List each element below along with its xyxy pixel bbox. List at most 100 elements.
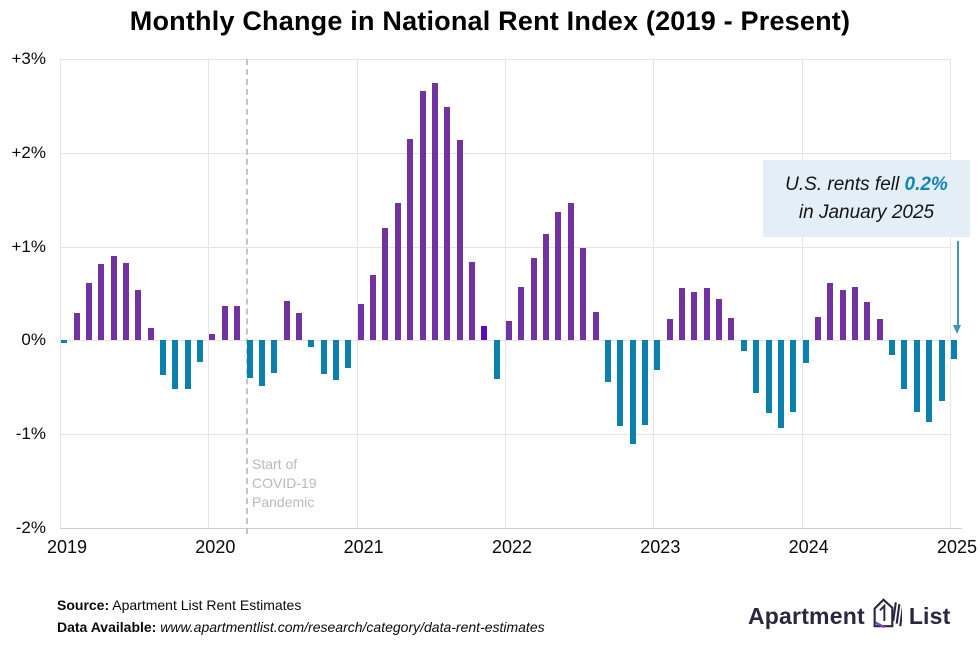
bar-month-13 bbox=[221, 305, 228, 341]
bar-month-40 bbox=[555, 211, 562, 341]
logo-word-list: List bbox=[908, 602, 951, 629]
bar-month-49 bbox=[666, 318, 673, 341]
bar-month-58 bbox=[777, 340, 784, 428]
bar-month-70 bbox=[926, 340, 933, 422]
logo-word-apartment: Apartment bbox=[748, 602, 865, 629]
bar-month-55 bbox=[740, 340, 747, 351]
bar-month-2 bbox=[85, 283, 92, 341]
chart-title: Monthly Change in National Rent Index (2… bbox=[129, 6, 851, 36]
footer-source: Source: Apartment List Rent Estimates Da… bbox=[57, 594, 545, 638]
bar-month-31 bbox=[444, 106, 451, 341]
bar-month-3 bbox=[98, 264, 105, 341]
gridline-vertical bbox=[653, 59, 655, 528]
bar-month-37 bbox=[518, 286, 525, 341]
x-tick-label: 2019 bbox=[46, 537, 88, 557]
gridline-horizontal bbox=[60, 528, 962, 529]
bar-month-62 bbox=[827, 283, 834, 341]
bar-month-61 bbox=[814, 316, 821, 341]
y-tick-label: +2% bbox=[11, 142, 47, 162]
bar-month-34 bbox=[481, 326, 488, 341]
y-tick-label: +3% bbox=[11, 49, 47, 68]
bar-month-30 bbox=[431, 83, 438, 341]
bar-month-21 bbox=[320, 340, 327, 375]
bar-month-47 bbox=[641, 340, 648, 425]
bar-month-42 bbox=[580, 247, 587, 341]
x-tick-label: 2020 bbox=[195, 537, 236, 557]
bar-month-23 bbox=[345, 340, 352, 368]
bar-month-26 bbox=[382, 227, 389, 341]
bar-month-1 bbox=[73, 313, 80, 341]
bar-month-22 bbox=[333, 340, 340, 380]
bar-month-19 bbox=[295, 313, 302, 341]
bar-month-45 bbox=[617, 340, 624, 426]
bar-month-18 bbox=[283, 301, 290, 341]
bar-month-5 bbox=[122, 263, 129, 341]
bar-month-32 bbox=[456, 139, 463, 341]
callout-arrow bbox=[953, 241, 962, 335]
bar-month-39 bbox=[543, 234, 550, 341]
bar-month-35 bbox=[493, 340, 500, 379]
bar-month-33 bbox=[468, 261, 475, 341]
gridline-vertical bbox=[504, 59, 506, 528]
bar-month-43 bbox=[592, 312, 599, 341]
bar-month-50 bbox=[679, 287, 686, 341]
bar-month-48 bbox=[654, 340, 661, 371]
bar-month-68 bbox=[901, 340, 908, 390]
bar-month-67 bbox=[889, 340, 896, 356]
bar-month-44 bbox=[604, 340, 611, 382]
bar-month-51 bbox=[691, 291, 698, 341]
arrow-shaft bbox=[956, 241, 959, 326]
bar-month-36 bbox=[506, 320, 513, 341]
bar-month-6 bbox=[135, 289, 142, 341]
bar-month-63 bbox=[839, 289, 846, 341]
bar-month-60 bbox=[802, 340, 809, 363]
bar-month-12 bbox=[209, 333, 216, 341]
callout-highlight-value: 0.2% bbox=[904, 173, 948, 195]
y-tick-label: -1% bbox=[15, 424, 46, 444]
bar-month-8 bbox=[160, 340, 167, 376]
bar-month-66 bbox=[876, 318, 883, 341]
apartment-list-logo: Apartment List bbox=[748, 597, 951, 635]
bar-month-4 bbox=[110, 255, 117, 341]
y-tick-label: -2% bbox=[15, 518, 46, 537]
bar-month-52 bbox=[703, 287, 710, 341]
bar-month-56 bbox=[753, 340, 760, 393]
bar-month-53 bbox=[716, 299, 723, 341]
x-tick-label: 2025 bbox=[936, 537, 977, 557]
bar-month-38 bbox=[530, 257, 537, 341]
bar-month-57 bbox=[765, 340, 772, 413]
callout-box: U.S. rents fell 0.2% in January 2025 bbox=[763, 160, 970, 237]
x-tick-label: 2022 bbox=[491, 537, 532, 557]
bar-month-27 bbox=[394, 202, 401, 341]
bar-month-29 bbox=[419, 90, 426, 341]
bar-month-7 bbox=[147, 328, 154, 341]
gridline-vertical bbox=[801, 59, 803, 528]
bar-month-25 bbox=[370, 274, 377, 341]
bar-month-10 bbox=[184, 340, 191, 390]
arrow-head-icon bbox=[953, 325, 961, 334]
data-url-text: www.apartmentlist.com/research/category/… bbox=[156, 619, 545, 635]
callout-line2: in January 2025 bbox=[798, 201, 935, 223]
bar-month-11 bbox=[197, 340, 204, 362]
plot-area bbox=[60, 59, 962, 534]
gridline-vertical bbox=[949, 59, 951, 528]
bar-month-0 bbox=[61, 340, 68, 344]
y-tick-label: 0% bbox=[21, 330, 46, 350]
bar-month-59 bbox=[790, 340, 797, 412]
bar-month-17 bbox=[271, 340, 278, 374]
covid-dashed-line bbox=[246, 59, 248, 534]
bar-month-64 bbox=[852, 286, 859, 341]
bar-month-14 bbox=[234, 305, 241, 341]
data-available-line: Data Available: www.apartmentlist.com/re… bbox=[57, 619, 545, 635]
gridline-vertical bbox=[356, 59, 358, 528]
house-icon bbox=[872, 596, 904, 636]
x-tick-label: 2024 bbox=[788, 537, 829, 557]
bar-month-71 bbox=[938, 340, 945, 402]
gridline-vertical bbox=[208, 59, 210, 528]
bar-month-46 bbox=[629, 340, 636, 444]
bar-month-28 bbox=[407, 138, 414, 341]
x-tick-label: 2023 bbox=[640, 537, 681, 557]
bar-month-65 bbox=[864, 301, 871, 341]
gridline-vertical bbox=[60, 59, 61, 528]
